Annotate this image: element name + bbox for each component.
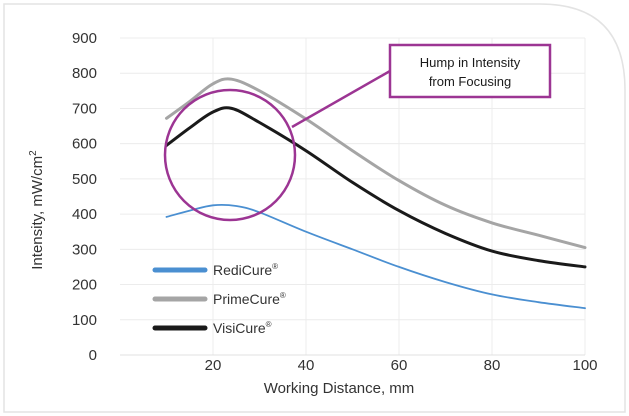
series-line-primecure: [165, 77, 587, 250]
x-axis-label: Working Distance, mm: [264, 380, 415, 397]
card-border: [3, 3, 626, 413]
axes: 0 100 200 300 400 500 600 700 800 900 20 40 60 80 100: [72, 30, 598, 374]
x-tick-label: 60: [391, 357, 408, 374]
annotation-leader-line: [291, 69, 391, 129]
y-tick-label: 0: [89, 347, 97, 364]
x-tick-label: 20: [205, 357, 222, 374]
annotation-line-2: from Focusing: [429, 74, 511, 89]
annotation-circle: [163, 88, 297, 222]
y-axis-label: Intensity, mW/cm2: [28, 150, 46, 270]
y-tick-label: 200: [72, 277, 97, 294]
y-tick-label: 700: [72, 100, 97, 117]
y-tick-label: 300: [72, 241, 97, 258]
y-tick-label: 400: [72, 206, 97, 223]
x-tick-label: 100: [572, 357, 597, 374]
annotation-box: [388, 43, 552, 99]
y-tick-label: 800: [72, 65, 97, 82]
legend-label-visicure: VisiCure®: [213, 320, 272, 336]
legend: RediCure® PrimeCure® VisiCure®: [152, 262, 286, 336]
x-tick-label: 40: [298, 357, 315, 374]
annotation: Hump in Intensity from Focusing: [163, 43, 552, 222]
x-tick-label: 80: [484, 357, 501, 374]
series-lines: [165, 77, 587, 310]
legend-label-redicure: RediCure®: [213, 262, 278, 278]
y-tick-label: 100: [72, 312, 97, 329]
y-tick-label: 500: [72, 171, 97, 188]
y-tick-label: 900: [72, 30, 97, 47]
y-tick-label: 600: [72, 136, 97, 153]
annotation-line-1: Hump in Intensity: [420, 55, 521, 70]
series-line-visicure: [165, 106, 587, 269]
legend-label-primecure: PrimeCure®: [213, 291, 286, 307]
series-line-redicure: [165, 203, 586, 310]
